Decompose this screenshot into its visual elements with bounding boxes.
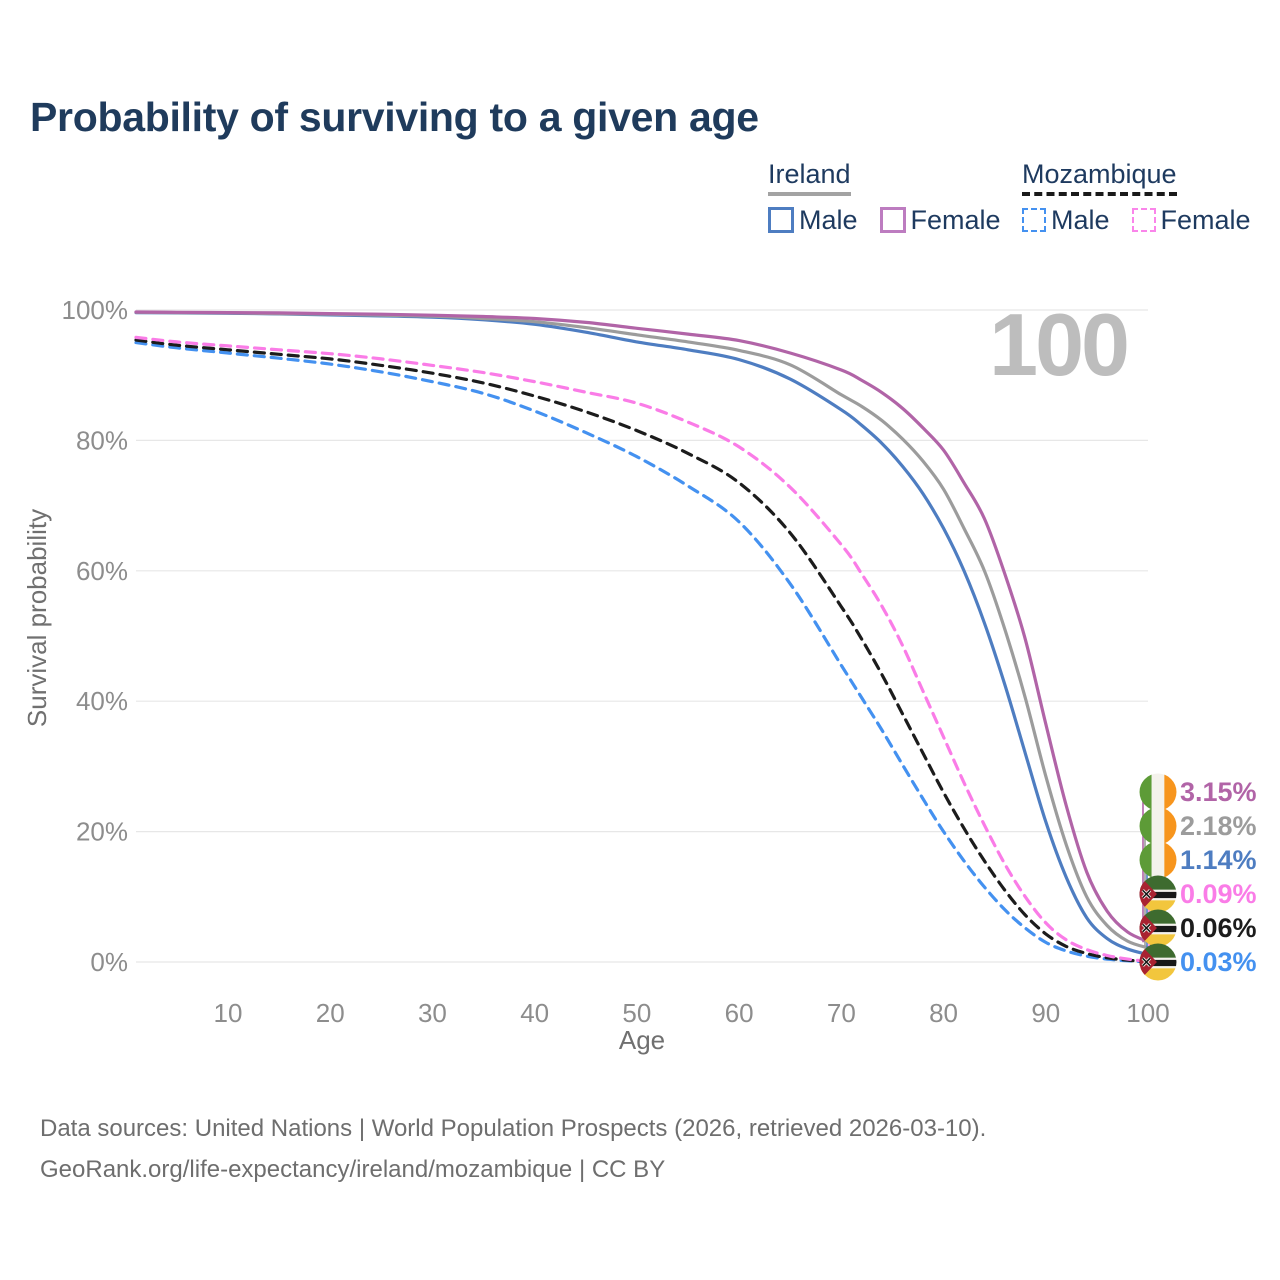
mozambique-flag-icon [1139,909,1177,947]
curve-moz_male [134,341,1150,964]
ireland-flag-icon [1139,773,1177,811]
legend-ireland-male-swatch [768,207,794,234]
watermark-age-100: 100 [989,295,1127,394]
x-tick-label: 30 [418,998,447,1028]
mozambique-flag-icon [1139,875,1177,913]
ireland-flag-icon [1139,807,1177,845]
end-label-value: 0.06% [1180,912,1257,943]
end-label-row: 3.15% [1139,773,1257,811]
footer: Data sources: United Nations | World Pop… [40,1108,986,1190]
legend-ireland-female-label: Female [910,204,1001,235]
end-label-value: 0.09% [1180,878,1257,909]
source-url-line: GeoRank.org/life-expectancy/ireland/moza… [40,1156,666,1183]
legend-mozambique-male-label: Male [1051,204,1110,235]
end-label-row: 0.06% [1139,909,1257,947]
end-label-row: 0.09% [1139,875,1257,913]
legend-mozambique-female-swatch [1131,208,1156,233]
curve-ireland_female [134,310,1150,944]
legend-mozambique-male-swatch [1022,208,1046,233]
y-tick-label: 0% [90,947,128,977]
x-tick-label: 80 [929,998,958,1028]
legend-mozambique-female-label: Female [1160,204,1251,235]
data-sources-line: Data sources: United Nations | World Pop… [40,1115,987,1142]
end-label-value: 2.18% [1180,810,1257,841]
legend-mozambique-label: Mozambique [1022,159,1177,196]
end-label-value: 1.14% [1180,844,1257,875]
legend-ireland-female-swatch [879,207,906,234]
x-axis-title: Age [619,1025,665,1055]
legend-group-mozambique: Mozambique Male Female [1022,159,1251,236]
curve-moz_female [134,335,1150,963]
y-tick-label: 80% [76,425,128,455]
y-axis-title: Survival probability [22,509,52,727]
y-tick-label: 100% [62,295,129,325]
legend-mozambique-row: Male Female [1022,205,1251,236]
curve-ireland_male [134,311,1150,957]
end-label-row: 2.18% [1139,807,1257,845]
legend-ireland-male-label: Male [799,204,858,235]
ireland-flag-icon [1139,841,1177,879]
legend-ireland-row: Male Female [768,205,1001,236]
legend-ireland-label: Ireland [768,159,851,196]
x-tick-label: 70 [827,998,856,1028]
y-tick-label: 60% [76,556,128,586]
y-tick-label: 40% [76,686,128,716]
curve-moz_total [134,338,1150,964]
mozambique-flag-icon [1139,943,1177,981]
legend-group-ireland: Ireland Male Female [768,159,1001,236]
x-tick-label: 10 [214,998,243,1028]
curve-ireland_total [134,310,1150,950]
end-label-value: 0.03% [1180,946,1257,977]
x-tick-label: 50 [622,998,651,1028]
x-tick-label: 100 [1126,998,1169,1028]
x-tick-label: 40 [520,998,549,1028]
y-tick-label: 20% [76,817,128,847]
page-title: Probability of surviving to a given age [30,94,759,140]
end-label-row: 1.14% [1139,841,1257,879]
end-label-value: 3.15% [1180,776,1257,807]
x-tick-label: 60 [725,998,754,1028]
end-label-row: 0.03% [1139,943,1257,981]
x-tick-label: 90 [1031,998,1060,1028]
x-tick-label: 20 [316,998,345,1028]
